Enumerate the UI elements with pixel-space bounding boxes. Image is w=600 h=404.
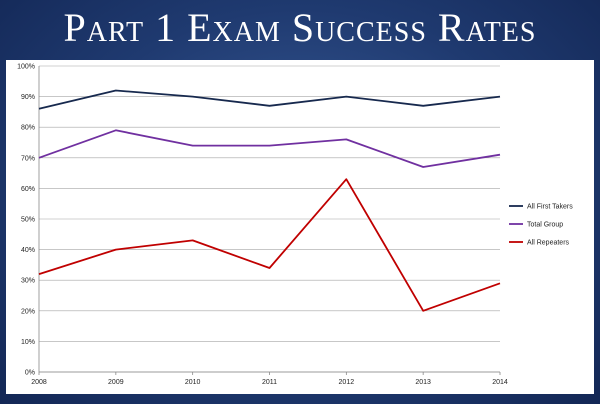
y-tick-label: 70% [21, 155, 35, 162]
legend: All First Takers Total Group All Repeaters [509, 204, 573, 247]
series-lines [38, 89, 501, 312]
line-chart: 0% 10% 20% 30% 40% 50% 60% 70% 80% 90% 100% 2008 200… [17, 64, 573, 387]
y-tick-label: 0% [25, 370, 35, 377]
y-tick-label: 50% [21, 217, 35, 224]
y-tick-label: 20% [21, 308, 35, 315]
x-tick-label: 2011 [262, 379, 277, 386]
x-tick-label: 2010 [185, 379, 201, 386]
x-tick-label: 2012 [339, 379, 355, 386]
legend-label: Total Group [527, 222, 563, 229]
y-tick-label: 10% [21, 339, 35, 346]
series-line-total-group [38, 129, 501, 168]
series-line-all-first-takers [38, 89, 501, 110]
legend-label: All First Takers [527, 204, 573, 211]
x-tick-label: 2009 [108, 379, 124, 386]
slide-title: Part 1 Exam Success Rates [63, 5, 537, 50]
y-tick-label: 100% [17, 64, 35, 71]
y-tick-label: 90% [21, 94, 35, 101]
y-tick-label: 60% [21, 186, 35, 193]
x-tick-label: 2014 [492, 379, 508, 386]
y-tick-label: 40% [21, 247, 35, 254]
y-tick-label: 80% [21, 125, 35, 132]
legend-label: All Repeaters [527, 240, 570, 247]
x-tick-label: 2013 [415, 379, 431, 386]
axes: 0% 10% 20% 30% 40% 50% 60% 70% 80% 90% 100% 2008 200… [17, 64, 508, 387]
gridlines [39, 65, 500, 373]
series-line-all-repeaters [38, 178, 501, 312]
chart-panel: 0% 10% 20% 30% 40% 50% 60% 70% 80% 90% 100% 2008 200… [6, 60, 594, 394]
y-tick-label: 30% [21, 278, 35, 285]
x-tick-label: 2008 [31, 379, 47, 386]
